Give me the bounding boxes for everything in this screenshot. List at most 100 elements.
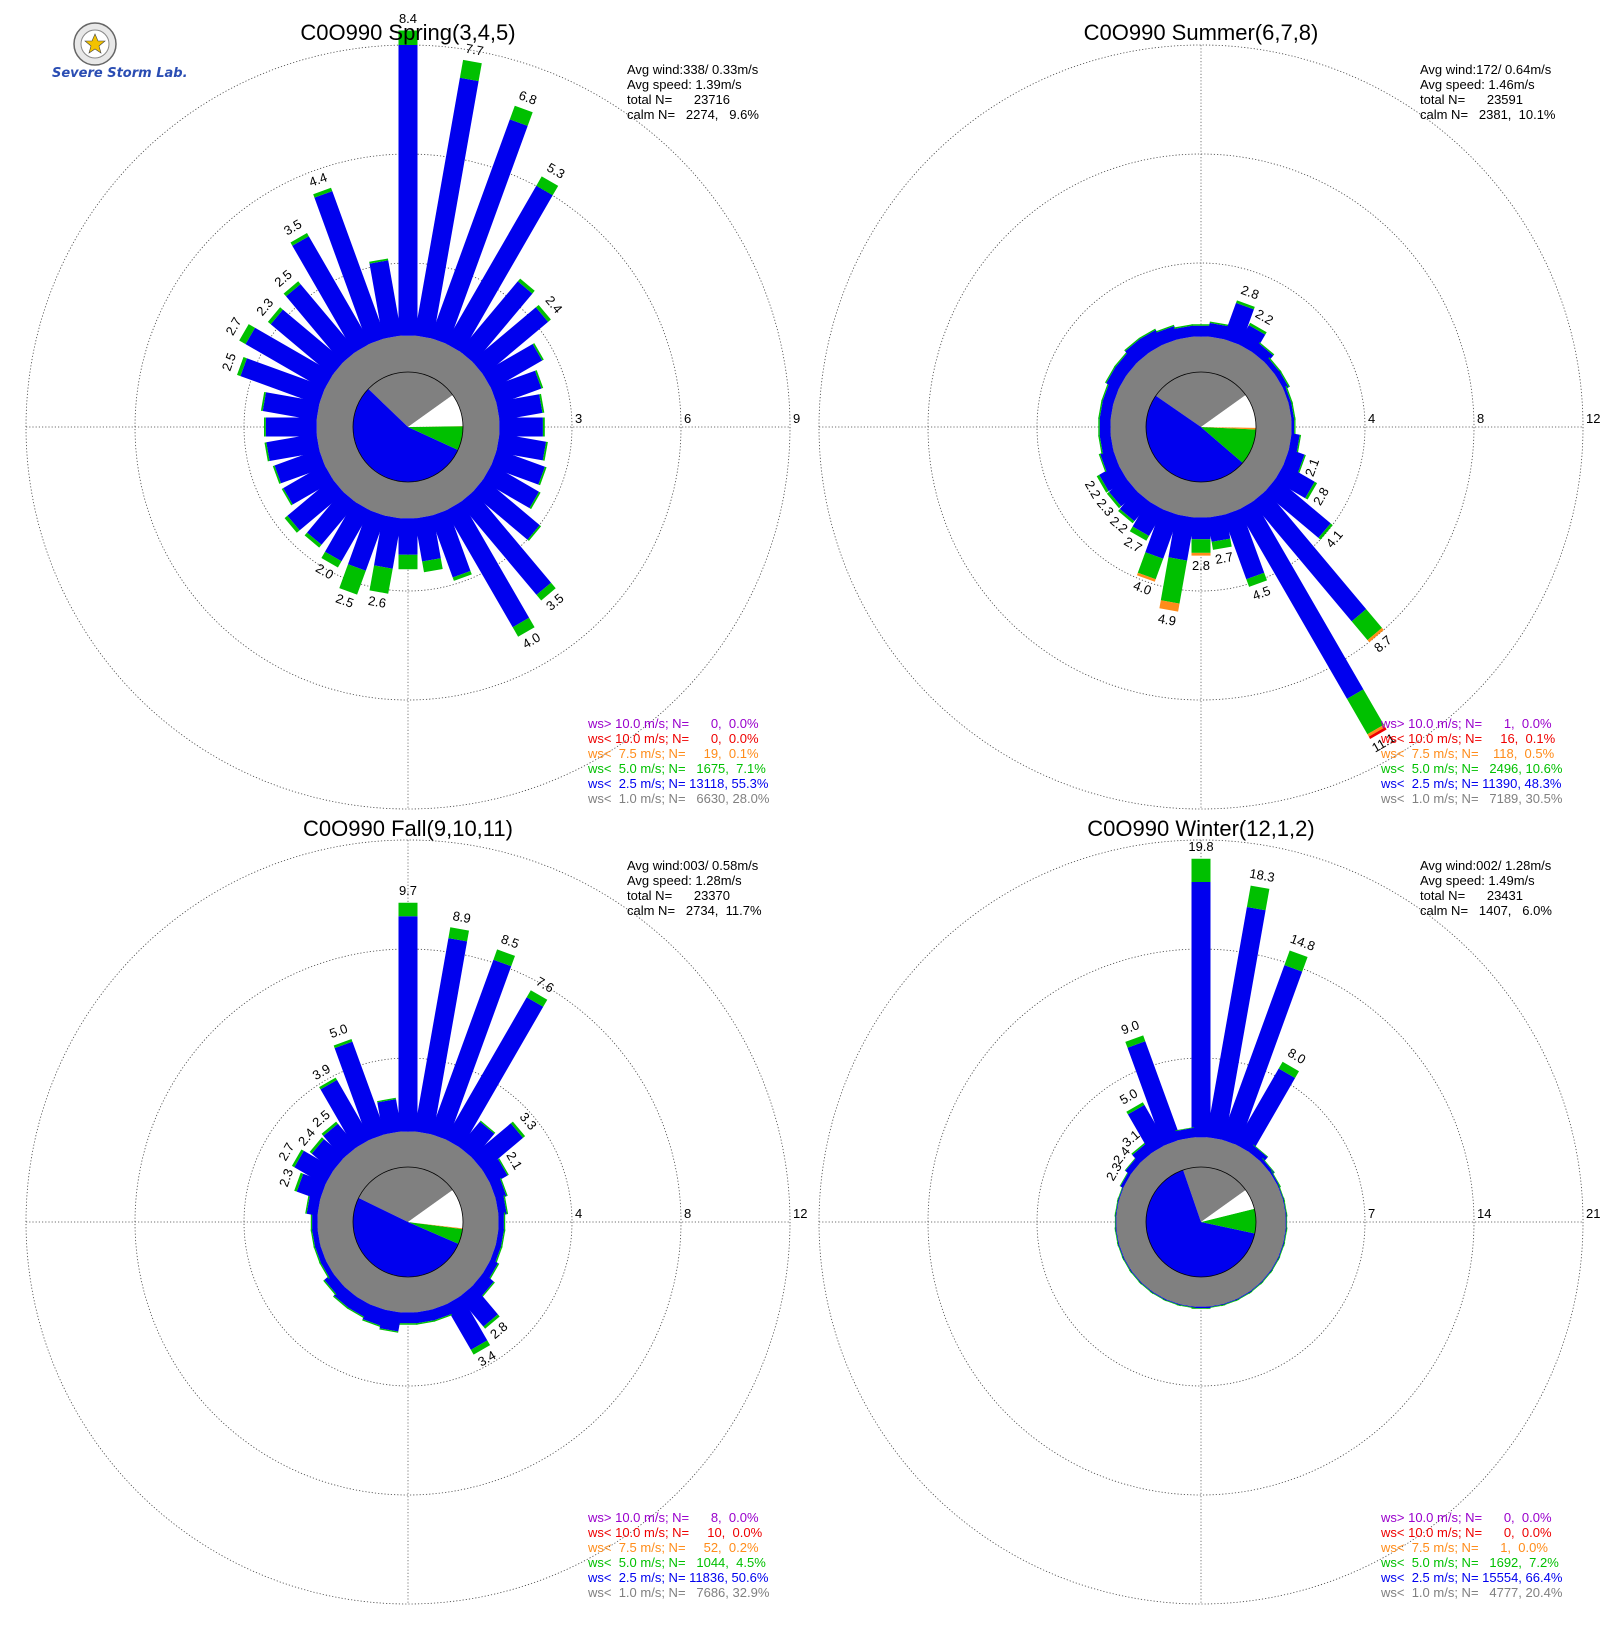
sector-bar-segment [382,1131,408,1170]
sector-bar-segment [1098,399,1103,419]
sector-bar-segment [245,327,334,390]
sector-bar-segment [283,281,301,297]
sector-bar-segment [1124,338,1140,352]
stats-line: total N= 23431 [1420,888,1523,903]
sector-bar-segment [331,361,372,399]
sector-bar-segment [1112,387,1153,418]
sector-bar-segment [1291,417,1295,437]
sector-bar-segment [436,463,474,504]
sector-bar-segment [1114,1227,1119,1247]
sector-bar-segment [1176,1303,1196,1308]
sector-bar-segment [488,1263,500,1281]
sector-bar-segment [1305,481,1318,500]
sector-bar-segment [1099,433,1114,454]
sector-bar-segment [1283,1227,1288,1247]
sector-label: 8.9 [452,908,472,926]
sector-bar-segment [1269,1170,1281,1188]
range-ring [927,153,1475,701]
sector-bar-segment [1145,508,1179,559]
calm-circle [1145,371,1257,483]
sector-bar-segment [536,176,559,196]
sector-bar-segment [314,191,386,345]
sector-bar-segment [430,1303,452,1321]
sector-bar-segment [535,305,551,322]
sector-label: 8.4 [399,11,417,26]
sector-label: 3.3 [517,1109,540,1132]
legend-entry: ws< 5.0 m/s; N= 1044, 4.5% [587,1555,766,1570]
ring-label: 14 [1477,1206,1491,1221]
sector-bar-segment [354,1264,389,1306]
sector-bar-segment [459,59,482,82]
sector-label: 6.8 [517,88,539,108]
sector-bar-segment [414,77,479,339]
sector-bar-segment [1174,325,1195,340]
sector-bar-segment [348,509,386,571]
sector-bar-segment [494,1245,503,1265]
stats-line: Avg wind:338/ 0.33m/s [627,62,759,77]
sector-bar-segment [312,1212,318,1232]
chart-title: C0O990 Fall(9,10,11) [303,816,513,841]
sector-bar-segment [310,1212,313,1232]
sector-bar-segment [1175,336,1201,375]
sector-bar-segment [526,990,548,1007]
sector-bar-segment [1260,1269,1274,1285]
sector-bar-segment [398,1312,418,1324]
sector-bar-segment [436,350,474,391]
sector-bar-segment [323,1123,358,1159]
sector-bar-segment [500,1178,508,1197]
sector-bar-segment [1288,433,1300,454]
ring-label: 8 [1477,411,1484,426]
sector-label: 4.5 [1250,583,1272,603]
sector-bar-segment [1149,1291,1167,1302]
sector-bar-segment [535,370,544,389]
sector-bar-segment [1210,338,1241,379]
sector-bar-segment [445,1295,488,1350]
legend-entry: ws> 10.0 m/s; N= 8, 0.0% [587,1510,759,1525]
legend-entry: ws< 7.5 m/s; N= 118, 0.5% [1380,746,1555,761]
sector-bar-segment [1120,1169,1133,1188]
ring-label: 6 [684,411,691,426]
sector-bar-segment [342,350,380,391]
stats-line: Avg wind:002/ 1.28m/s [1420,858,1552,873]
sector-bar-segment [1249,436,1290,467]
sector-bar-segment [1347,689,1384,735]
sector-bar-segment [1177,1137,1201,1170]
sector-bar-segment [482,344,543,390]
sector-bar-segment [1191,858,1211,882]
sector-bar-segment [265,417,317,437]
sector-bar-segment [332,1250,372,1288]
sector-bar-segment [1162,1298,1181,1306]
sector-bar-segment [310,1229,316,1249]
sector-bar-segment [1191,1306,1211,1309]
sector-bar-segment [1119,1169,1130,1187]
sector-bar-segment [320,1259,335,1279]
sector-bar-segment [1129,1269,1143,1285]
sector-bar-segment [436,1258,474,1298]
legend-entry: ws< 2.5 m/s; N= 15554, 66.4% [1380,1570,1563,1585]
sector-bar-segment [490,370,542,405]
sector-bar-segment [267,307,283,325]
sector-bar-segment [1248,1280,1264,1294]
sector-bar-segment [1220,1144,1252,1180]
calm-pie-slice [358,1166,453,1222]
sector-bar-segment [1124,1155,1138,1171]
sector-bar-segment [1118,1184,1153,1213]
sector-bar-segment [270,309,345,376]
sector-bar-segment [430,959,512,1141]
sector-bar-segment [1117,1183,1125,1202]
sector-bar-segment [1115,1212,1117,1232]
windrose-panel-2: 4 8 122.82.22.12.84.18.711.14.52.72.84.94.… [818,20,1600,810]
sector-bar-segment [290,233,309,246]
sector-bar-segment [1116,1242,1124,1261]
sector-bar-segment [1274,464,1315,499]
sector-bar-segment [1278,1183,1286,1202]
sector-bar-segment [1251,490,1367,622]
sector-bar-segment [342,1146,380,1186]
sector-label: 5.0 [327,1021,349,1041]
sector-bar-segment [1130,1160,1165,1194]
sector-bar-segment [292,236,371,353]
sector-bar-segment [450,446,492,481]
stats-line: calm N= 2381, 10.1% [1420,107,1556,122]
calm-pie-slice [1201,1208,1257,1234]
